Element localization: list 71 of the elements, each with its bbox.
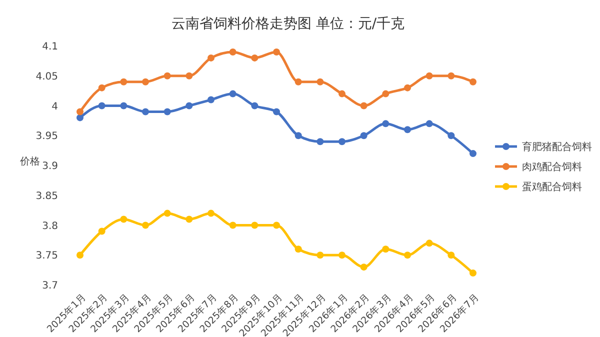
point [448,132,455,140]
y-tick-label: 3.95 [36,131,58,142]
point [142,78,149,86]
y-tick-label: 3.75 [36,250,58,262]
point [426,72,433,80]
point [382,246,390,253]
point [229,48,236,56]
point [316,252,324,259]
point [426,120,433,128]
point [251,54,258,62]
y-tick-label: 4.05 [36,71,58,82]
point [120,102,128,110]
point [120,216,128,223]
point [186,72,193,80]
y-axis-title: 价格 [19,156,40,168]
point [98,102,106,110]
point [294,132,302,140]
point [142,108,149,116]
point [338,138,346,146]
y-tick-label: 3.9 [42,161,58,172]
point [273,222,280,229]
point [186,216,193,223]
point [360,264,368,271]
point [448,72,455,80]
point [316,138,324,146]
point [208,96,214,104]
point [404,84,411,92]
point [229,90,236,98]
point [208,54,214,62]
point [360,132,368,140]
point [98,84,106,92]
point [164,108,171,116]
point [186,102,193,110]
y-tick-label: 3.8 [42,220,58,232]
point [98,228,106,235]
point [251,222,258,229]
point [338,252,346,259]
point [426,240,433,247]
point [76,114,84,122]
y-tick-label: 4.1 [42,42,58,52]
y-tick-label: 3.7 [42,280,58,292]
point [470,270,476,277]
point [470,150,476,158]
point [448,252,455,259]
point [273,48,280,56]
legend-label: 蛋鸡配合饲料 [522,181,582,193]
point [404,252,411,259]
point [229,222,236,229]
point [164,72,171,80]
point [404,126,411,134]
point [382,90,390,98]
point [164,210,171,217]
point [142,222,149,229]
point [338,90,346,98]
legend-label: 肉鸡配合饲料 [522,161,582,173]
point [251,102,258,110]
point [294,246,302,253]
point [273,108,280,116]
point [294,78,302,86]
chart-title: 云南省饲料价格走势图 单位：元/千克 [171,16,405,32]
point [208,210,214,217]
point [120,78,128,86]
point [76,252,84,259]
y-tick-label: 4 [52,101,58,112]
y-tick-label: 3.85 [36,190,58,202]
point [360,102,368,110]
point [76,108,84,116]
legend-label: 育肥猪配合饲料 [522,141,592,153]
point [470,78,476,86]
point [316,78,324,86]
point [382,120,390,128]
